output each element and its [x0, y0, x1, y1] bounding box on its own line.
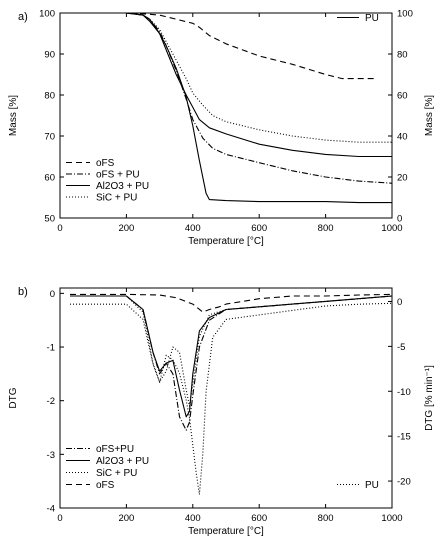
- y-tick-label: 70: [44, 132, 55, 143]
- legend-label: oFS: [96, 158, 115, 169]
- x-tick-label: 600: [251, 223, 267, 234]
- panel-label: a): [18, 11, 28, 23]
- y-right-tick-label: 100: [397, 9, 413, 20]
- y-right-axis-label: DTG [% min⁻¹]: [424, 365, 435, 431]
- series-line-ofs-pu: [70, 12, 393, 184]
- y-right-tick-label: -15: [397, 432, 411, 443]
- y-right-tick-label: 80: [397, 50, 408, 61]
- legend-label: Al2O3 + PU: [96, 181, 149, 192]
- x-axis-label: Temperature [°C]: [188, 526, 264, 537]
- panel-label: b): [18, 286, 28, 298]
- series-line-al2o3-pu: [70, 295, 393, 418]
- x-tick-label: 600: [251, 513, 267, 524]
- legend-label: oFS + PU: [96, 170, 140, 181]
- legend-label: oFS: [96, 480, 115, 491]
- chart-panel-2: b) 0 200 400 600 800 1000 Temperature [°C] 0 -1 -2…: [8, 286, 435, 537]
- y-axis-label: Mass [%]: [8, 95, 19, 136]
- y-tick-label: 60: [44, 173, 55, 184]
- legend-right: PU: [337, 480, 379, 491]
- x-tick-label: 1000: [381, 513, 402, 524]
- y-right-tick-label: -10: [397, 387, 411, 398]
- y-right-tick-label: 0: [397, 214, 402, 225]
- x-tick-label: 800: [318, 513, 334, 524]
- series-line-al2o3-pu: [70, 12, 392, 158]
- y-tick-label: -1: [47, 343, 55, 354]
- series-line-ofs: [70, 12, 376, 80]
- plot-frame: [59, 12, 393, 219]
- series-line-pu: [70, 12, 392, 204]
- y-right-tick-label: 40: [397, 132, 408, 143]
- y-tick-label: 100: [39, 9, 55, 20]
- series-line-sic-pu: [70, 12, 392, 143]
- y-right-axis-label: Mass [%]: [424, 95, 435, 136]
- y-tick-label: -4: [47, 504, 55, 515]
- x-tick-label: 0: [57, 513, 62, 524]
- y-tick-label: -3: [47, 450, 55, 461]
- x-tick-label: 1000: [381, 223, 402, 234]
- y-right-tick-label: -20: [397, 477, 411, 488]
- legend-label: PU: [365, 480, 379, 491]
- x-tick-label: 200: [118, 223, 134, 234]
- y-tick-label: 0: [50, 289, 55, 300]
- y-right-tick-label: -5: [397, 342, 405, 353]
- series-line-ofs-pu: [70, 295, 393, 431]
- x-tick-label: 800: [318, 223, 334, 234]
- y-right-tick-label: 20: [397, 173, 408, 184]
- y-right-tick-label: 60: [397, 91, 408, 102]
- y-axis-label: DTG: [8, 387, 19, 408]
- legend-label: PU: [365, 13, 379, 24]
- legend-label: oFS+PU: [96, 444, 134, 455]
- y-tick-label: 80: [44, 91, 55, 102]
- y-tick-label: 50: [44, 214, 55, 225]
- x-tick-label: 0: [57, 223, 62, 234]
- y-tick-label: -2: [47, 396, 55, 407]
- series-line-ofs: [70, 293, 393, 313]
- legend-label: Al2O3 + PU: [96, 456, 149, 467]
- x-tick-label: 400: [185, 513, 201, 524]
- x-axis-label: Temperature [°C]: [188, 236, 264, 247]
- x-tick-label: 200: [118, 513, 134, 524]
- legend-label: SiC + PU: [96, 468, 137, 479]
- legend-label: SiC + PU: [96, 193, 137, 204]
- series-line-sic-pu: [70, 295, 393, 407]
- y-right-tick-label: 0: [397, 297, 402, 308]
- x-tick-label: 400: [185, 223, 201, 234]
- y-tick-label: 90: [44, 50, 55, 61]
- plot-frame: [59, 287, 393, 509]
- legend-right: PU: [337, 13, 379, 24]
